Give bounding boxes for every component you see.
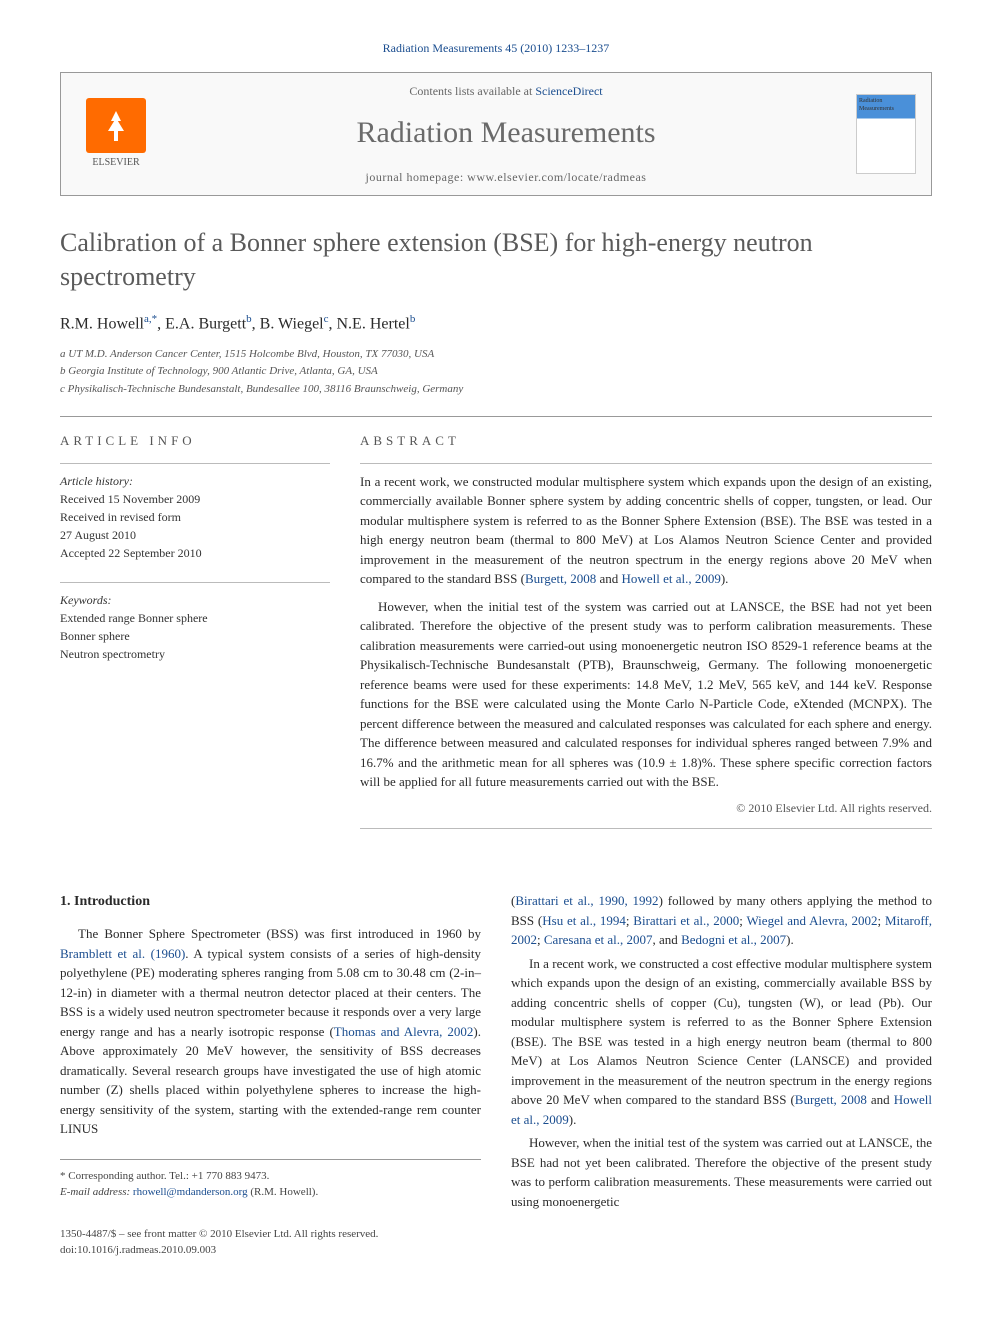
article-info-label: ARTICLE INFO	[60, 432, 330, 450]
affiliation-c: c Physikalisch-Technische Bundesanstalt,…	[60, 381, 932, 399]
citation-link[interactable]: Howell et al., 2009	[622, 571, 721, 586]
citation-link[interactable]: Birattari et al., 2000	[633, 913, 739, 928]
doi-block: 1350-4487/$ – see front matter © 2010 El…	[60, 1226, 481, 1259]
author[interactable]: , B. Wiegel	[252, 315, 324, 332]
affiliations: a UT M.D. Anderson Cancer Center, 1515 H…	[60, 346, 932, 399]
citation-link[interactable]: Thomas and Alevra, 2002	[334, 1024, 474, 1039]
authors-line: R.M. Howella,*, E.A. Burgett b , B. Wiegel…	[60, 312, 932, 336]
citation-link[interactable]: Burgett, 2008	[795, 1092, 867, 1107]
article-history: Article history: Received 15 November 20…	[60, 472, 330, 562]
author[interactable]: , E.A. Burgett	[157, 315, 246, 332]
author[interactable]: , N.E. Hertel	[329, 315, 410, 332]
journal-cover-thumb[interactable]: Radiation Measurements	[856, 94, 916, 174]
citation-link[interactable]: Birattari et al., 1990, 1992	[515, 893, 658, 908]
citation-link[interactable]: Burgett, 2008	[525, 571, 596, 586]
homepage-link[interactable]: www.elsevier.com/locate/radmeas	[467, 170, 646, 184]
journal-name: Radiation Measurements	[176, 112, 836, 154]
sciencedirect-link[interactable]: ScienceDirect	[535, 84, 602, 98]
author-sup: a,*	[144, 313, 157, 325]
affiliation-b: b Georgia Institute of Technology, 900 A…	[60, 363, 932, 381]
citation-link[interactable]: Wiegel and Alevra, 2002	[746, 913, 877, 928]
journal-homepage: journal homepage: www.elsevier.com/locat…	[176, 169, 836, 186]
corresponding-author-footnote: * Corresponding author. Tel.: +1 770 883…	[60, 1159, 481, 1201]
citation-link[interactable]: Caresana et al., 2007	[544, 932, 653, 947]
email-link[interactable]: rhowell@mdanderson.org	[133, 1186, 248, 1198]
keywords: Keywords: Extended range Bonner sphere B…	[60, 591, 330, 663]
affiliation-a: a UT M.D. Anderson Cancer Center, 1515 H…	[60, 346, 932, 364]
copyright: © 2010 Elsevier Ltd. All rights reserved…	[360, 800, 932, 817]
body-column-right: (Birattari et al., 1990, 1992) followed …	[511, 891, 932, 1259]
elsevier-tree-icon	[86, 98, 146, 153]
citation-header: Radiation Measurements 45 (2010) 1233–12…	[60, 40, 932, 57]
article-title: Calibration of a Bonner sphere extension…	[60, 226, 932, 294]
intro-heading: 1. Introduction	[60, 891, 481, 912]
abstract-text: In a recent work, we constructed modular…	[360, 472, 932, 792]
citation-link[interactable]: Hsu et al., 1994	[542, 913, 626, 928]
contents-line: Contents lists available at ScienceDirec…	[176, 83, 836, 100]
elsevier-logo[interactable]: ELSEVIER	[76, 94, 156, 174]
body-column-left: 1. Introduction The Bonner Sphere Spectr…	[60, 891, 481, 1259]
elsevier-label: ELSEVIER	[92, 156, 139, 170]
author[interactable]: R.M. Howell	[60, 315, 144, 332]
abstract-label: ABSTRACT	[360, 432, 932, 450]
citation-link[interactable]: Bedogni et al., 2007	[681, 932, 786, 947]
journal-header-box: ELSEVIER Contents lists available at Sci…	[60, 72, 932, 197]
citation-link[interactable]: Bramblett et al. (1960)	[60, 946, 185, 961]
author-sup: b	[410, 313, 416, 325]
